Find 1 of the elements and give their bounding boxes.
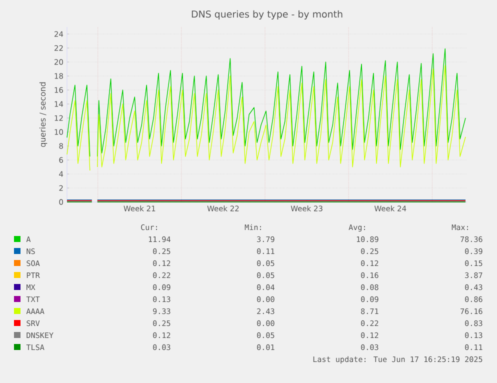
chart-title: DNS queries by type - by month	[192, 10, 342, 20]
